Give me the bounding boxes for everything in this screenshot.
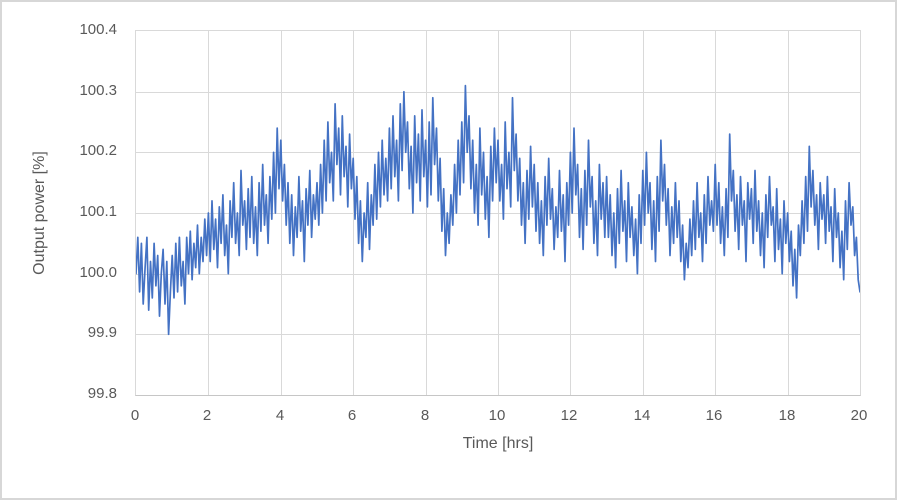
horizontal-gridline bbox=[136, 91, 860, 93]
x-tick-label: 18 bbox=[778, 407, 796, 424]
y-tick-label: 100.3 bbox=[79, 82, 117, 99]
horizontal-gridline bbox=[136, 213, 860, 214]
data-series-svg bbox=[136, 84, 860, 336]
x-axis-title: Time [hrs] bbox=[462, 435, 534, 452]
x-tick-label: 16 bbox=[705, 407, 723, 424]
horizontal-gridline bbox=[136, 334, 860, 336]
horizontal-gridline bbox=[136, 273, 860, 275]
y-tick-label: 100.2 bbox=[79, 142, 117, 159]
x-tick-label: 2 bbox=[202, 407, 212, 424]
x-tick-label: 10 bbox=[488, 407, 506, 424]
x-tick-label: 6 bbox=[347, 407, 357, 424]
output-power-line bbox=[136, 84, 860, 336]
x-tick-label: 8 bbox=[420, 407, 430, 424]
plot-area bbox=[135, 30, 861, 396]
x-tick-label: 20 bbox=[850, 407, 868, 424]
x-tick-label: 4 bbox=[275, 407, 285, 424]
y-tick-label: 99.8 bbox=[87, 385, 117, 402]
y-tick-label: 100.1 bbox=[79, 203, 117, 220]
y-tick-label: 99.9 bbox=[87, 324, 117, 341]
y-tick-label: 100.0 bbox=[79, 264, 117, 281]
x-tick-label: 14 bbox=[633, 407, 651, 424]
x-tick-label: 0 bbox=[130, 407, 140, 424]
y-tick-label: 100.4 bbox=[79, 21, 117, 38]
x-tick-label: 12 bbox=[560, 407, 578, 424]
